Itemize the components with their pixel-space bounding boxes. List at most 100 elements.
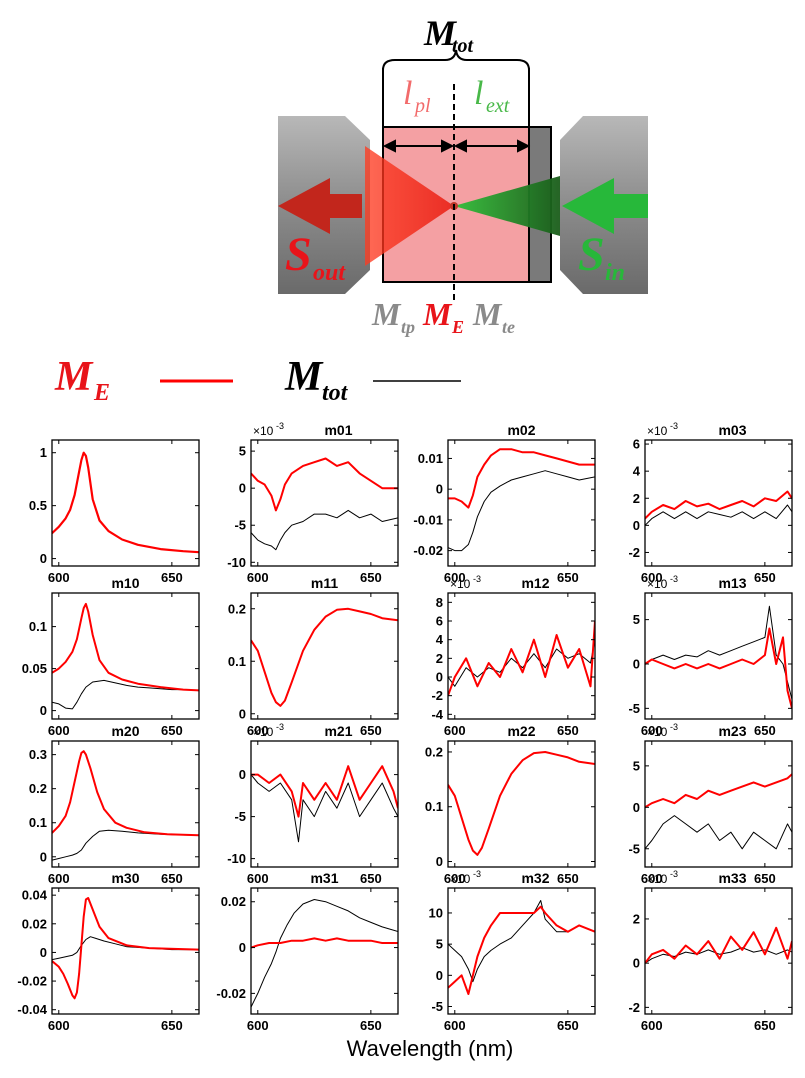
s-out-arrow (278, 178, 362, 234)
x-axis-label: Wavelength (nm) (347, 1036, 514, 1061)
x-tick-label: 650 (754, 723, 776, 738)
panel-title: m31 (310, 870, 338, 886)
y-tick-label: 0 (40, 849, 47, 864)
x-tick-label: 600 (247, 1018, 269, 1033)
s-out-label-sub: out (313, 260, 346, 286)
y-tick-label: 10 (429, 905, 443, 920)
y-tick-label: -0.02 (17, 974, 47, 989)
lext-arrow (453, 139, 531, 153)
panel-title: m22 (507, 723, 535, 739)
y-exponent-label: ×10 (647, 872, 668, 886)
y-exponent-sup: -3 (670, 869, 678, 879)
y-exponent-sup: -3 (473, 574, 481, 584)
panel-title: m01 (324, 422, 352, 438)
series-line-me (251, 607, 398, 707)
x-tick-label: 600 (48, 723, 70, 738)
series-line-mtot (448, 751, 595, 856)
axes-frame (250, 740, 399, 868)
x-tick-label: 650 (360, 723, 382, 738)
red-cone (365, 146, 454, 266)
y-exponent-label: ×10 (253, 424, 274, 438)
legend-mtot-label: M (284, 354, 324, 400)
axes-frame (447, 887, 596, 1015)
y-tick-label: 0.3 (29, 747, 47, 762)
y-tick-label: 2 (633, 911, 640, 926)
panel-m10: 600 650 0 0.05 0.1 m10 (22, 575, 200, 738)
panel-title: m02 (507, 422, 535, 438)
y-tick-label: -5 (234, 809, 246, 824)
axes-frame (447, 740, 596, 868)
y-tick-label: 0 (436, 670, 443, 685)
series-line-me (645, 627, 792, 709)
axes-frame (51, 439, 200, 567)
panel-title: m10 (111, 575, 139, 591)
series-line-mtot (645, 947, 792, 964)
y-tick-label: 6 (633, 437, 640, 452)
y-tick-label: 4 (633, 464, 641, 479)
y-tick-label: 0 (436, 968, 443, 983)
panel-title: m33 (718, 870, 746, 886)
y-tick-label: -2 (431, 688, 443, 703)
panel-m11: 600 650 0 0.1 0.2 m11 (228, 575, 399, 738)
y-tick-label: 0.1 (29, 619, 47, 634)
panel-m21: 600 650 -10 -5 0 m21 ×10 -3 (227, 722, 399, 886)
y-tick-label: 0 (633, 518, 640, 533)
y-exponent-sup: -3 (276, 421, 284, 431)
y-exponent-label: ×10 (450, 577, 471, 591)
y-tick-label: 0.01 (418, 451, 443, 466)
lpl-label: l (403, 75, 412, 112)
series-line-mtot (251, 899, 398, 1008)
me-label: M (422, 296, 453, 332)
panel-title: m03 (718, 422, 746, 438)
series-line-mtot (645, 504, 792, 526)
series-line-mtot (52, 679, 199, 710)
x-tick-label: 600 (247, 570, 269, 585)
y-tick-label: 5 (633, 758, 640, 773)
axes-frame (250, 439, 399, 567)
series-line-mtot (251, 774, 398, 843)
series-line-me (251, 457, 398, 512)
x-tick-label: 600 (247, 871, 269, 886)
series-line-me (52, 897, 199, 1000)
y-tick-label: -5 (628, 841, 640, 856)
series-line-mtot (251, 608, 398, 707)
y-tick-label: 0.02 (22, 916, 47, 931)
y-exponent-sup: -3 (473, 869, 481, 879)
y-tick-label: -0.02 (216, 986, 246, 1001)
series-line-me (645, 773, 792, 809)
x-tick-label: 650 (161, 871, 183, 886)
lext-label: l (474, 75, 483, 112)
axes-frame (51, 592, 200, 720)
y-tick-label: 1 (40, 445, 47, 460)
x-tick-label: 600 (444, 1018, 466, 1033)
panel-m02: 600 650 -0.02 -0.01 0 0.01 m02 (413, 422, 596, 585)
series-line-me (52, 602, 199, 692)
x-tick-label: 650 (360, 570, 382, 585)
panel-title: m20 (111, 723, 139, 739)
y-tick-label: 0 (239, 706, 246, 721)
series-line-me (645, 490, 792, 520)
y-tick-label: 0 (436, 854, 443, 869)
y-tick-label: 0.1 (29, 815, 47, 830)
y-exponent-label: ×10 (253, 725, 274, 739)
x-tick-label: 600 (641, 871, 663, 886)
y-tick-label: 0.2 (425, 744, 443, 759)
y-tick-label: -2 (628, 545, 640, 560)
series-line-me (448, 448, 595, 509)
y-tick-label: -10 (227, 555, 246, 570)
series-line-mtot (448, 470, 595, 552)
panel-m30: 600 650 -0.04 -0.02 0 0.02 0.04 m30 (17, 870, 200, 1033)
series-line-me (251, 937, 398, 949)
axes-frame (447, 439, 596, 567)
panel-title: m30 (111, 870, 139, 886)
x-tick-label: 600 (444, 570, 466, 585)
y-tick-label: 0.04 (22, 888, 48, 903)
y-exponent-label: ×10 (647, 424, 668, 438)
y-tick-label: 0.1 (228, 654, 246, 669)
green-cone (454, 176, 560, 236)
